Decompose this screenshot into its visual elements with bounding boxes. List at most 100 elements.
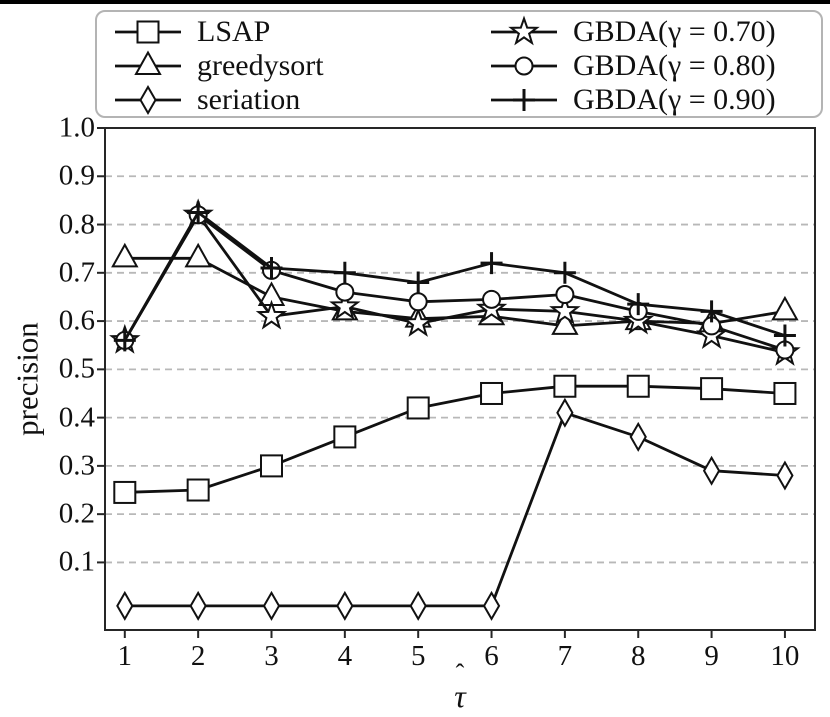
diamond-marker-icon	[139, 84, 157, 116]
x-tick-label: 3	[264, 640, 279, 672]
series-diamond	[116, 397, 794, 621]
y-axis-label: precision	[9, 322, 45, 436]
y-tick-label: 0.9	[58, 159, 95, 192]
triangle-marker-icon	[771, 295, 799, 321]
series-plus	[113, 201, 796, 352]
x-tick-label: 2	[190, 640, 206, 672]
diamond-marker-icon	[556, 397, 574, 428]
x-tick-label: 9	[704, 640, 719, 672]
y-tick-label: 0.3	[58, 449, 95, 482]
plus-marker-icon	[773, 324, 796, 347]
triangle-marker-icon	[134, 50, 162, 75]
circle-marker-icon	[408, 292, 428, 312]
y-tick-label: 0.1	[58, 545, 95, 578]
triangle-marker-icon	[184, 242, 212, 268]
legend-item-seriation: seriation	[113, 83, 489, 117]
legend-item-gbda-080: GBDA(γ = 0.80)	[489, 49, 821, 83]
plus-marker-icon	[187, 201, 210, 224]
triangle-marker-icon	[551, 310, 579, 335]
legend-column-right: GBDA(γ = 0.70) GBDA(γ = 0.80) GBDA(γ = 0…	[489, 12, 821, 116]
series-circle	[115, 205, 795, 360]
x-tick-label: 1	[117, 640, 133, 672]
plus-marker-icon	[333, 261, 356, 284]
diamond-marker-icon	[776, 460, 794, 491]
x-tick-label: 8	[630, 640, 646, 672]
diamond-marker-icon	[262, 590, 281, 621]
y-tick-label: 0.7	[58, 256, 95, 289]
plot-box	[104, 127, 816, 631]
star-marker-icon	[402, 306, 434, 337]
star-marker-icon	[508, 15, 540, 46]
y-tick-label: 0.4	[58, 401, 95, 434]
top-rule	[0, 0, 830, 4]
x-axis-label: ˆ τ	[454, 659, 466, 714]
y-tick-label: 0.8	[58, 208, 95, 241]
square-marker-icon	[626, 374, 650, 398]
legend-label: LSAP	[197, 15, 271, 48]
y-tick-label: 1.0	[58, 111, 95, 144]
legend-label: GBDA(γ = 0.80)	[573, 49, 776, 82]
diamond-marker-icon	[702, 455, 721, 486]
plus-marker-icon	[407, 271, 430, 294]
star-marker-icon	[549, 294, 581, 325]
triangle-marker-icon	[115, 50, 181, 75]
circle-marker-icon	[482, 289, 502, 309]
diamond-marker-icon	[189, 590, 207, 621]
circle-marker-icon	[335, 282, 355, 302]
square-marker-icon	[186, 478, 210, 502]
legend-label: GBDA(γ = 0.90)	[573, 83, 776, 116]
square-marker-icon	[406, 396, 430, 420]
circle-marker-icon	[555, 285, 575, 305]
legend-item-gbda-090: GBDA(γ = 0.90)	[489, 83, 821, 117]
x-axis-label-tau: τ	[454, 678, 466, 714]
plus-marker-icon	[553, 261, 576, 284]
square-marker-icon	[115, 20, 181, 44]
x-tick-label: 5	[410, 640, 426, 672]
x-axis-label-hat: ˆ	[455, 659, 465, 688]
square-marker-icon	[553, 374, 577, 398]
star-marker-icon	[491, 15, 557, 46]
x-tick-label: 10	[770, 640, 800, 672]
square-marker-icon	[773, 381, 797, 405]
y-tick-label: 0.5	[58, 352, 95, 385]
legend-item-greedysort: greedysort	[113, 49, 489, 83]
diamond-marker-icon	[116, 590, 134, 621]
legend: LSAP greedysort seriation GBDA(γ = 0.70)…	[95, 10, 823, 118]
plus-marker-icon	[113, 329, 136, 352]
series-line	[123, 213, 786, 352]
series-line	[124, 411, 785, 608]
plus-marker-icon	[491, 89, 557, 111]
legend-label: greedysort	[197, 49, 324, 82]
square-marker-icon	[259, 454, 283, 478]
legend-column-left: LSAP greedysort seriation	[97, 12, 489, 116]
series-line	[123, 211, 786, 342]
plus-marker-icon	[513, 89, 535, 111]
plus-marker-icon	[627, 293, 650, 316]
legend-item-lsap: LSAP	[113, 15, 489, 49]
series-square	[113, 374, 797, 504]
diamond-marker-icon	[629, 421, 647, 452]
star-marker-icon	[255, 299, 288, 330]
diamond-marker-icon	[482, 590, 501, 621]
square-marker-icon	[480, 381, 504, 405]
y-tick-label: 0.6	[58, 304, 95, 337]
legend-label: GBDA(γ = 0.70)	[573, 15, 776, 48]
plus-marker-icon	[700, 300, 723, 323]
circle-marker-icon	[491, 56, 557, 76]
series-star	[109, 198, 801, 366]
plus-marker-icon	[480, 252, 503, 275]
star-marker-icon	[329, 290, 361, 320]
series-line	[123, 213, 786, 354]
diamond-marker-icon	[409, 590, 427, 621]
y-tick-label: 0.2	[58, 497, 95, 530]
x-tick-label: 6	[484, 640, 499, 672]
square-marker-icon	[333, 425, 357, 449]
circle-marker-icon	[514, 56, 534, 76]
legend-label: seriation	[197, 83, 301, 116]
triangle-marker-icon	[111, 242, 139, 268]
x-tick-label: 4	[337, 640, 353, 672]
plus-marker-icon	[260, 256, 283, 279]
diamond-marker-icon	[115, 84, 181, 116]
square-marker-icon	[113, 480, 137, 504]
